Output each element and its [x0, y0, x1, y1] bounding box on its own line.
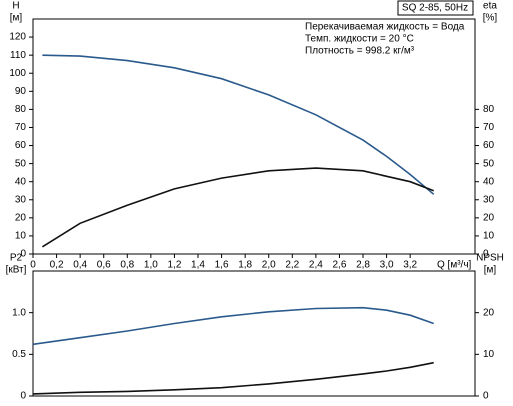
y-axis-unit: [кВт] — [6, 265, 27, 276]
y-tick-label: 80 — [15, 104, 27, 115]
x-tick-label: 0 — [30, 260, 36, 271]
y2-tick-label: 10 — [483, 231, 495, 242]
annotation: Перекачиваемая жидкость = Вода — [305, 22, 465, 33]
x-tick-label: 1,6 — [215, 260, 229, 271]
y-tick-label: 0 — [20, 391, 26, 402]
x-tick-label: 0,6 — [97, 260, 111, 271]
y-tick-label: 0.5 — [12, 349, 26, 360]
y2-axis-label: eta — [483, 1, 497, 12]
y-tick-label: 120 — [9, 32, 26, 43]
x-tick-label: 1,4 — [191, 260, 205, 271]
x-tick-label: 3,2 — [403, 260, 417, 271]
y2-tick-label: 30 — [483, 194, 495, 205]
y2-axis-label: NPSH — [476, 253, 504, 264]
y2-tick-label: 40 — [483, 176, 495, 187]
title-box — [397, 0, 474, 16]
x-tick-label: 0,4 — [73, 260, 87, 271]
y2-axis-unit: [%] — [483, 13, 498, 24]
y2-tick-label: 10 — [483, 349, 495, 360]
y2-tick-label: 20 — [483, 212, 495, 223]
y2-tick-label: 0 — [483, 391, 489, 402]
x-tick-label: 2,0 — [262, 260, 276, 271]
y-axis-label: H — [12, 1, 19, 12]
x-tick-label: 0,8 — [120, 260, 134, 271]
curve — [42, 54, 435, 195]
y-tick-label: 100 — [9, 68, 26, 79]
annotation: Темп. жидкости = 20 °C — [305, 34, 414, 45]
x-tick-label: 1,8 — [238, 260, 252, 271]
y2-tick-label: 80 — [483, 104, 495, 115]
curve — [41, 167, 434, 248]
plot-frame — [32, 270, 476, 397]
y-tick-label: 60 — [15, 140, 27, 151]
y-tick-label: 40 — [15, 176, 27, 187]
x-axis-label: Q [м³/ч] — [437, 260, 472, 271]
y2-tick-label: 20 — [483, 307, 495, 318]
x-tick-label: 2,8 — [356, 260, 370, 271]
y2-tick-label: 60 — [483, 140, 495, 151]
x-tick-label: 2,2 — [285, 260, 299, 271]
y-tick-label: 1.0 — [12, 307, 26, 318]
y-tick-label: 0 — [20, 249, 26, 260]
y2-tick-label: 0 — [483, 249, 489, 260]
y-tick-label: 110 — [10, 50, 26, 61]
chart-title: SQ 2-85, 50Hz — [402, 3, 468, 14]
x-tick-label: 2,4 — [309, 260, 323, 271]
y-axis-unit: [м] — [10, 13, 23, 24]
annotation: Плотность = 998.2 кг/м³ — [305, 46, 415, 57]
x-tick-label: 1,0 — [144, 260, 158, 271]
y-axis-label: P2 — [10, 253, 23, 264]
y2-axis-unit: [м] — [484, 265, 497, 276]
x-tick-label: 0,2 — [50, 260, 64, 271]
x-tick-label: 2,6 — [333, 260, 347, 271]
y-tick-label: 30 — [15, 194, 27, 205]
curve — [32, 361, 434, 395]
y-tick-label: 50 — [15, 158, 27, 169]
y-tick-label: 20 — [15, 212, 27, 223]
y-tick-label: 10 — [15, 231, 27, 242]
x-tick-label: 1,2 — [167, 260, 181, 271]
plot-frame — [32, 18, 476, 255]
y-tick-label: 70 — [15, 122, 27, 133]
curve — [32, 306, 434, 346]
y2-tick-label: 70 — [483, 122, 495, 133]
x-tick-label: 3,0 — [380, 260, 394, 271]
y-tick-label: 90 — [15, 86, 27, 97]
y2-tick-label: 50 — [483, 158, 495, 169]
